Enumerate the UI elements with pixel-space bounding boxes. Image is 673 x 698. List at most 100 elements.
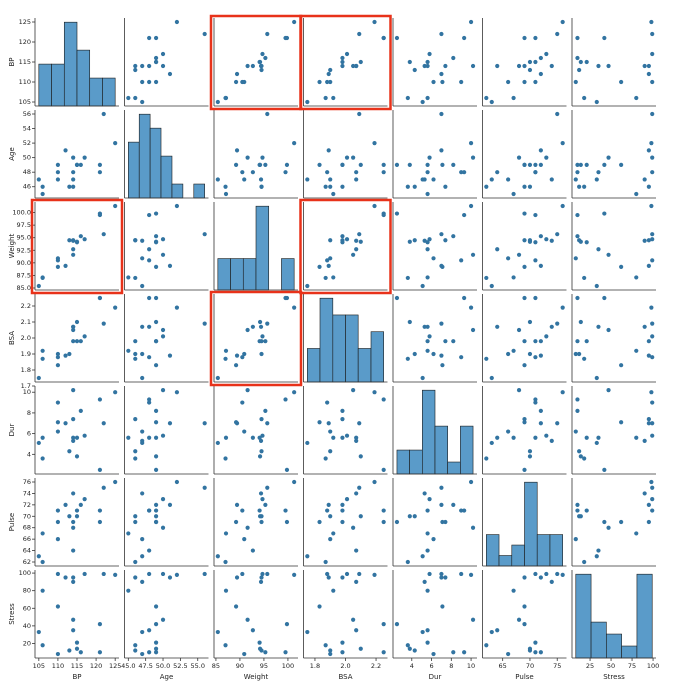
scatter-point: [140, 651, 145, 657]
highlight-box: [209, 290, 303, 387]
scatter-point: [555, 421, 560, 426]
scatter-point: [495, 628, 500, 633]
scatter-point: [420, 629, 425, 635]
scatter-point: [443, 575, 448, 580]
scatter-point: [544, 571, 549, 577]
subplot: [213, 478, 298, 567]
scatter-point: [263, 55, 268, 61]
scatter-point: [133, 351, 138, 357]
scatter-point: [527, 454, 533, 459]
subplot: [482, 110, 567, 199]
scatter-point: [357, 571, 362, 577]
scatter-point: [259, 648, 264, 653]
x-axis-label: Weight: [244, 673, 269, 681]
histogram-bar: [590, 621, 607, 659]
scatter-point: [634, 95, 639, 101]
scatter-point: [153, 622, 159, 627]
scatter-point: [160, 571, 166, 577]
scatter-point: [71, 435, 76, 440]
scatter-point: [317, 264, 322, 269]
scatter-point: [650, 258, 655, 263]
scatter-point: [160, 525, 166, 530]
scatter-point: [582, 184, 587, 189]
scatter-point: [420, 99, 425, 105]
scatter-point: [596, 170, 601, 175]
scatter-point: [160, 617, 166, 622]
y-tick-label: 56: [23, 110, 31, 118]
scatter-point: [394, 211, 400, 216]
scatter-point: [160, 388, 166, 393]
scatter-point: [250, 628, 255, 633]
scatter-point: [606, 252, 611, 257]
histogram-bar: [511, 544, 525, 567]
scatter-point: [516, 155, 522, 160]
scatter-point: [67, 648, 72, 653]
scatter-point: [344, 155, 350, 160]
scatter-point: [425, 640, 430, 645]
scatter-point: [340, 238, 345, 243]
scatter-point: [649, 390, 654, 395]
scatter-point: [470, 155, 476, 160]
scatter-point: [511, 435, 516, 440]
scatter-point: [250, 548, 255, 553]
scatter-point: [55, 604, 61, 609]
histogram-bar: [319, 297, 334, 383]
scatter-point: [323, 643, 328, 648]
scatter-point: [202, 421, 207, 426]
scatter-point: [634, 435, 639, 440]
scatter-point: [459, 508, 464, 513]
scatter-point: [140, 579, 145, 584]
scatter-point: [544, 334, 549, 339]
y-tick-label: 10: [23, 388, 31, 396]
scatter-point: [527, 648, 533, 653]
scatter-point: [533, 400, 538, 405]
scatter-point: [55, 508, 61, 513]
histogram-bar: [171, 183, 184, 199]
subplot: [213, 294, 298, 383]
y-tick-label: 74: [23, 489, 31, 497]
scatter-point: [71, 184, 76, 189]
y-tick-label: 46: [23, 183, 31, 191]
scatter-point: [646, 519, 651, 525]
scatter-point: [372, 203, 377, 209]
scatter-point: [257, 435, 262, 440]
scatter-point: [575, 339, 580, 344]
subplot: [392, 18, 477, 107]
scatter-point: [223, 588, 229, 593]
scatter-point: [55, 571, 61, 577]
scatter-point: [328, 256, 333, 261]
subplot: [482, 294, 567, 383]
scatter-point: [649, 479, 654, 485]
scatter-point: [113, 390, 118, 395]
scatter-point: [153, 55, 159, 61]
scatter-point: [412, 67, 417, 73]
x-tick-label: 75: [553, 662, 561, 670]
scatter-point: [533, 640, 538, 645]
scatter-point: [650, 485, 655, 490]
scatter-point: [527, 238, 533, 243]
scatter-point: [533, 258, 538, 263]
histogram-bar: [242, 258, 257, 291]
scatter-point: [326, 148, 331, 153]
scatter-point: [354, 628, 359, 633]
scatter-point: [527, 59, 533, 65]
scatter-point: [153, 295, 159, 301]
scatter-point: [325, 400, 330, 405]
scatter-point: [167, 502, 173, 507]
scatter-point: [649, 140, 654, 146]
scatter-point: [265, 571, 270, 577]
subplot: [571, 202, 656, 291]
scatter-point: [63, 421, 68, 426]
scatter-point: [265, 31, 270, 37]
scatter-point: [326, 575, 331, 580]
y-tick-label: 2.2: [21, 302, 31, 310]
scatter-point: [40, 435, 45, 440]
highlight-box: [299, 198, 392, 295]
scatter-point: [619, 264, 624, 269]
y-tick-label: 66: [23, 535, 31, 543]
scatter-point: [340, 575, 345, 580]
scatter-point: [153, 59, 159, 65]
scatter-point: [634, 531, 639, 536]
scatter-point: [440, 162, 445, 168]
scatter-point: [594, 283, 599, 289]
